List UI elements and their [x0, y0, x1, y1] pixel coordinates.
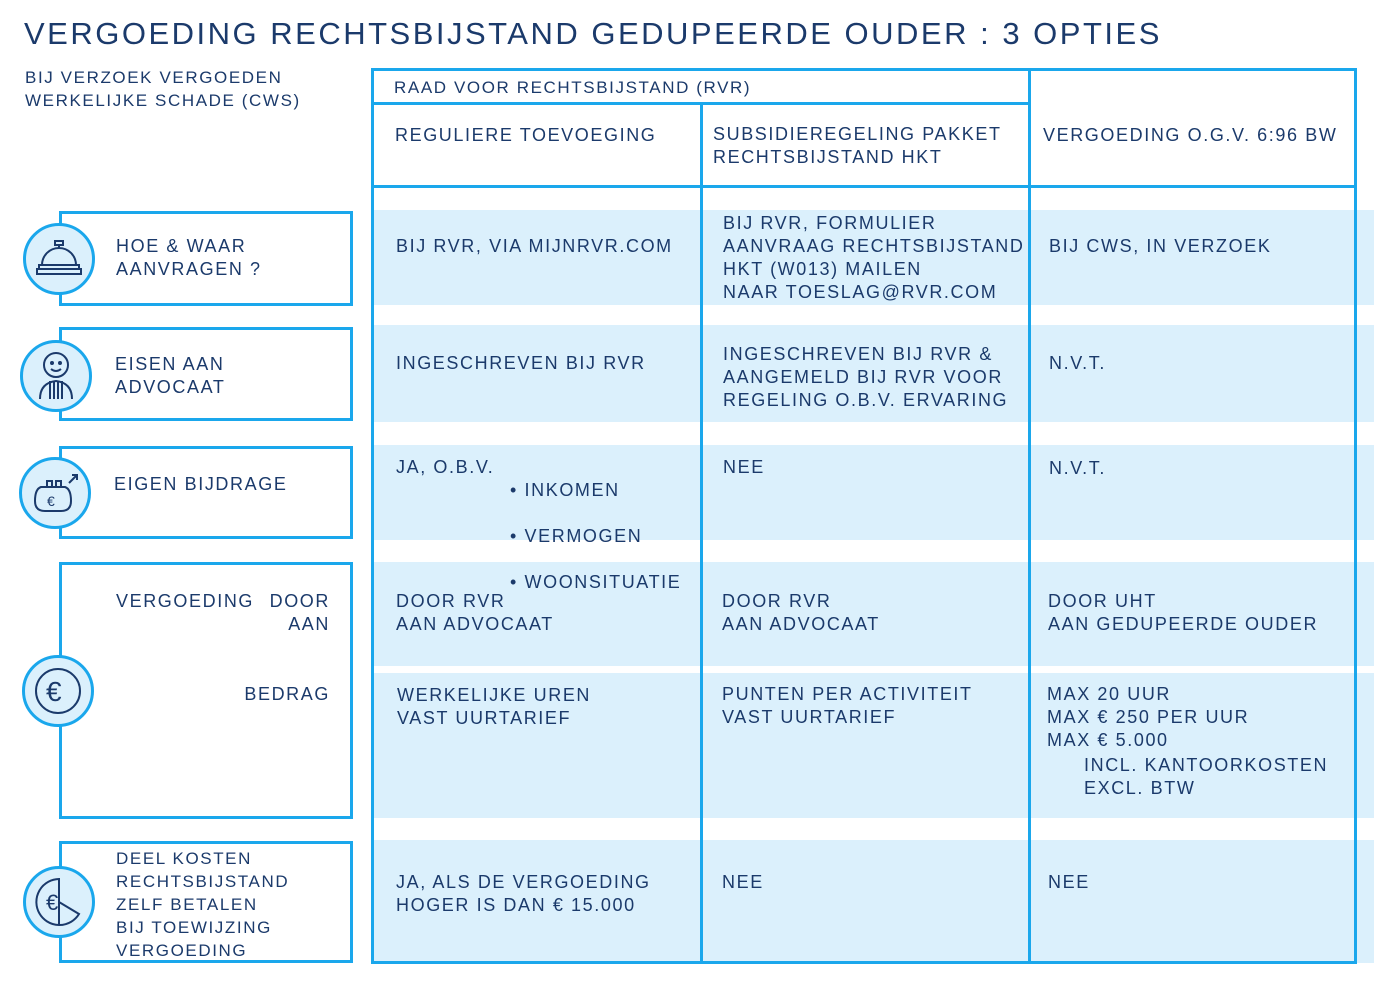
column-header: Reguliere toevoeging	[395, 125, 657, 145]
cell: Bij CWS, in verzoek	[1049, 236, 1272, 256]
cell: N.v.t.	[1049, 353, 1106, 373]
row-label: Hoe & waar aanvragen ?	[116, 236, 262, 279]
bullet-item: • Woonsituatie	[510, 572, 682, 592]
cell-note: incl. kantoorkosten excl. BTW	[1084, 755, 1329, 798]
bullet-item: • Inkomen	[510, 480, 620, 500]
cell: Nee	[1048, 872, 1090, 892]
row-label-box	[59, 211, 353, 306]
row-label: Vergoeding	[116, 591, 255, 611]
row-label: Eisen aan advocaat	[115, 354, 226, 397]
euro-pie-icon: €	[23, 866, 95, 938]
bullet-list: • Inkomen • Vermogen • Woonsituatie	[510, 456, 681, 617]
cell: Ja, als de vergoeding hoger is dan € 15.…	[396, 872, 651, 915]
bullet-item: • Vermogen	[510, 526, 643, 546]
service-bell-icon	[23, 223, 95, 295]
header-divider	[371, 102, 1031, 105]
cell: Punten per activiteit vast uurtarief	[722, 684, 973, 727]
row-band	[372, 840, 1374, 963]
row-label-box	[59, 841, 353, 963]
euro-coin-icon: €	[22, 655, 94, 727]
cell: Door RvR aan advocaat	[722, 591, 880, 634]
cell: Nee	[723, 457, 765, 477]
cell: Bij RvR, formulier aanvraag rechtsbijsta…	[723, 213, 1025, 302]
row-band	[372, 210, 1374, 305]
cell: Door UHT aan gedupeerde ouder	[1048, 591, 1319, 634]
row-band	[372, 325, 1374, 422]
svg-text:€: €	[46, 890, 58, 915]
cell: Door RvR aan advocaat	[396, 591, 554, 634]
column-header: Subsidieregeling pakket rechtsbijstand H…	[713, 124, 1002, 167]
svg-text:€: €	[46, 676, 62, 707]
table-border	[371, 68, 1357, 71]
table-border	[371, 961, 1357, 964]
cell: Ingeschreven bij RvR & aangemeld bij RvR…	[723, 344, 1009, 410]
cell: Max 20 uur max € 250 per uur max € 5.000	[1047, 684, 1250, 750]
row-label-box	[59, 562, 353, 819]
column-header: Vergoeding o.g.v. 6:96 BW	[1043, 125, 1338, 145]
cell: N.v.t.	[1049, 458, 1106, 478]
lawyer-icon	[20, 340, 92, 412]
cell: Bij RvR, via mijnrvr.com	[396, 236, 673, 256]
header-group-rvr: Raad voor rechtsbijstand (RvR)	[394, 78, 752, 97]
row-label: Eigen bijdrage	[114, 474, 288, 494]
row-band	[372, 673, 1374, 818]
table-border	[371, 68, 374, 964]
row-label-box	[59, 327, 353, 421]
cell: Werkelijke uren vast uurtarief	[397, 685, 592, 728]
page-title: Vergoeding rechtsbijstand gedupeerde oud…	[24, 16, 1162, 51]
cell: Ja, o.b.v.	[396, 457, 495, 477]
column-divider	[1028, 68, 1031, 964]
header-divider	[371, 185, 1357, 188]
table-border	[1354, 68, 1357, 964]
row-label-box	[59, 446, 353, 539]
cell: Ingeschreven bij RvR	[396, 353, 646, 373]
column-divider	[700, 104, 703, 964]
svg-text:€: €	[47, 493, 55, 509]
cell: Nee	[722, 872, 764, 892]
row-label: Deel kosten rechtsbijstand zelf betalen …	[116, 849, 290, 960]
row-sublabel: bedrag	[244, 684, 330, 704]
row-band	[372, 562, 1374, 666]
row-sublabel: door aan	[269, 591, 330, 634]
row-band	[372, 445, 1374, 540]
purse-euro-icon: €	[19, 457, 91, 529]
cws-note: Bij verzoek vergoeden werkelijke schade …	[25, 68, 301, 110]
